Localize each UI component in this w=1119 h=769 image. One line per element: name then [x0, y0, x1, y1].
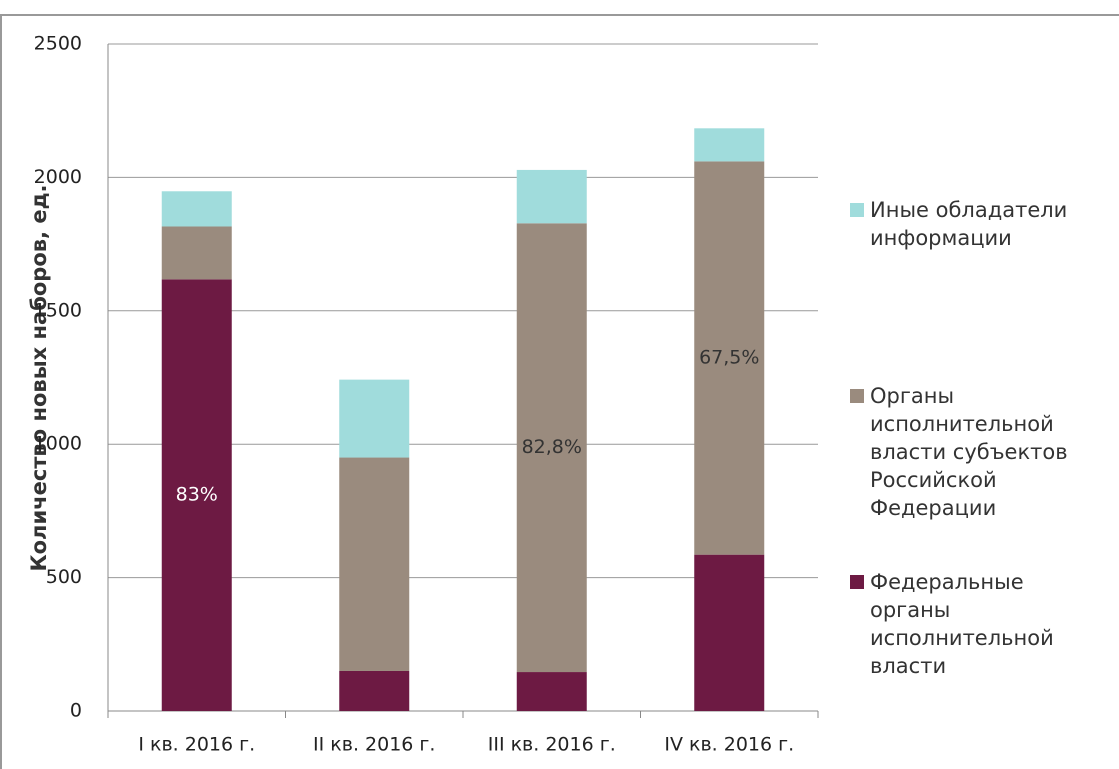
x-tick-label: I кв. 2016 г.: [138, 734, 255, 756]
bar-segment: [339, 379, 410, 458]
annotation: 82,8%: [522, 436, 582, 458]
bar-segment: [694, 128, 765, 162]
legend-label: Иные обладатели информации: [870, 198, 1068, 250]
y-tick-label: 1500: [34, 299, 82, 321]
y-tick-label: 1000: [34, 433, 82, 455]
bar-segment: [161, 279, 232, 711]
y-tick-label: 500: [46, 566, 82, 588]
legend-item: Органы исполнительной власти субъектов Р…: [850, 382, 1100, 522]
y-tick-label: 2000: [34, 166, 82, 188]
y-tick-label: 2500: [34, 33, 82, 55]
y-axis-label: Количество новых наборов, ед.: [27, 184, 51, 571]
legend-label: Органы исполнительной власти субъектов Р…: [870, 384, 1068, 520]
y-tick-label: 0: [70, 700, 82, 722]
legend-swatch: [850, 389, 864, 403]
bar-segment: [694, 554, 765, 711]
x-tick-label: IV кв. 2016 г.: [664, 734, 794, 756]
annotation: 67,5%: [699, 347, 759, 369]
legend-item: Федеральные органы исполнительной власти: [850, 568, 1100, 680]
bar-segment: [516, 672, 587, 711]
bar-segment: [161, 191, 232, 227]
legend-swatch: [850, 203, 864, 217]
annotation: 83%: [176, 484, 218, 506]
legend-swatch: [850, 575, 864, 589]
legend-label: Федеральные органы исполнительной власти: [870, 570, 1054, 678]
bar-segment: [161, 226, 232, 280]
bar-segment: [694, 161, 765, 555]
bar-segment: [339, 457, 410, 671]
frame: [0, 14, 1119, 769]
legend-item: Иные обладатели информации: [850, 196, 1100, 252]
bar-segment: [516, 169, 587, 224]
x-tick-label: III кв. 2016 г.: [488, 734, 616, 756]
bar-segment: [339, 670, 410, 711]
x-tick-label: II кв. 2016 г.: [313, 734, 435, 756]
bar-segment: [516, 223, 587, 673]
